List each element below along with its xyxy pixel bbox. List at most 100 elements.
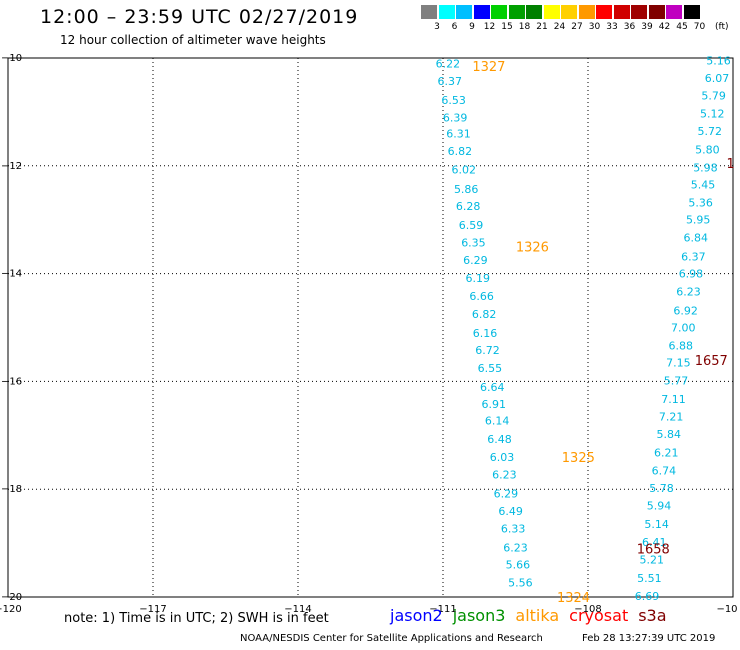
wave-height-value: 5.84 bbox=[656, 428, 681, 441]
wave-height-value: 5.79 bbox=[701, 90, 726, 103]
pass-time-label: 1327 bbox=[472, 60, 505, 75]
legend-label-45: 45 bbox=[676, 22, 688, 32]
lat-tick-label: −16 bbox=[1, 376, 22, 387]
legend-swatch-12 bbox=[473, 5, 490, 19]
legend-label-6: 6 bbox=[451, 22, 458, 32]
satellite-altika: altika bbox=[515, 606, 560, 625]
wave-height-value: 6.66 bbox=[469, 290, 494, 303]
wave-height-value: 6.48 bbox=[487, 433, 512, 446]
legend-label-9: 9 bbox=[469, 22, 475, 32]
wave-height-value: 6.39 bbox=[443, 111, 468, 124]
satellite-key: jason2 jason3 altika cryosat s3a bbox=[390, 606, 677, 625]
legend-swatch-18 bbox=[508, 5, 525, 19]
wave-height-value: 6.37 bbox=[681, 250, 706, 263]
wave-height-value: 6.37 bbox=[438, 75, 463, 88]
wave-height-value: 6.14 bbox=[485, 415, 510, 428]
page-title: 12:00 – 23:59 UTC 02/27/2019 bbox=[40, 6, 359, 28]
legend-swatch-70 bbox=[683, 5, 700, 19]
wave-height-value: 6.82 bbox=[448, 145, 473, 158]
wave-height-value: 6.69 bbox=[635, 590, 660, 603]
legend-label-36: 36 bbox=[623, 22, 636, 32]
wave-height-value: 6.84 bbox=[684, 231, 709, 244]
wave-height-value: 5.86 bbox=[454, 183, 479, 196]
wave-height-value: 7.21 bbox=[659, 410, 684, 423]
legend-swatch-45 bbox=[666, 5, 682, 19]
wave-height-value: 7.00 bbox=[671, 322, 696, 335]
wave-height-value: 5.66 bbox=[506, 559, 531, 572]
legend-label-39: 39 bbox=[641, 22, 653, 32]
wave-height-value: 6.92 bbox=[673, 304, 698, 317]
lat-tick-label: −12 bbox=[1, 161, 22, 172]
wave-height-value: 5.56 bbox=[508, 576, 533, 589]
pass-time-label: 1657 bbox=[695, 354, 728, 369]
pass-time-label: 1324 bbox=[557, 591, 590, 606]
wave-height-value: 6.59 bbox=[459, 219, 484, 232]
legend-swatch-39 bbox=[631, 5, 647, 19]
legend-swatch-30 bbox=[578, 5, 595, 19]
legend-unit: (ft) bbox=[715, 22, 729, 32]
legend-swatch-27 bbox=[561, 5, 577, 19]
wave-height-value: 5.14 bbox=[644, 518, 669, 531]
wave-height-value: 6.31 bbox=[446, 127, 471, 140]
wave-height-value: 6.22 bbox=[436, 57, 461, 70]
map-frame bbox=[7, 57, 734, 598]
wave-height-value: 7.11 bbox=[661, 393, 686, 406]
wave-height-value: 6.55 bbox=[478, 362, 503, 375]
lat-tick-label: −14 bbox=[1, 269, 22, 280]
wave-height-value: 6.64 bbox=[480, 381, 505, 394]
wave-height-value: 6.98 bbox=[679, 268, 704, 281]
lat-tick-label: −18 bbox=[1, 484, 22, 495]
wave-height-value: 5.72 bbox=[698, 125, 723, 138]
legend-label-70: 70 bbox=[693, 22, 706, 32]
wave-height-value: 6.19 bbox=[466, 272, 491, 285]
wave-height-value: 5.16 bbox=[706, 55, 731, 68]
legend-label-12: 12 bbox=[483, 22, 496, 32]
wave-height-value: 6.35 bbox=[461, 236, 486, 249]
wave-height-value: 6.23 bbox=[503, 541, 528, 554]
wave-height-value: 5.77 bbox=[664, 374, 689, 387]
wave-height-value: 6.49 bbox=[498, 505, 523, 518]
legend-swatch-33 bbox=[596, 5, 612, 19]
lon-tick-label: −108 bbox=[574, 604, 601, 615]
wave-height-value: 6.16 bbox=[473, 327, 498, 340]
wave-height-value: 5.12 bbox=[700, 108, 725, 121]
wave-height-value: 5.51 bbox=[637, 572, 662, 585]
legend-swatch-21 bbox=[526, 5, 542, 19]
legend-swatch-42 bbox=[648, 5, 665, 19]
footer-note: note: 1) Time is in UTC; 2) SWH is in fe… bbox=[64, 611, 329, 626]
page-subtitle: 12 hour collection of altimeter wave hei… bbox=[60, 33, 326, 47]
wave-height-value: 5.94 bbox=[647, 499, 672, 512]
wave-height-value: 6.02 bbox=[452, 164, 477, 177]
legend-label-42: 42 bbox=[658, 22, 671, 32]
legend-label-15: 15 bbox=[501, 22, 513, 32]
lon-tick-label: −120 bbox=[0, 604, 22, 615]
legend-label-33: 33 bbox=[606, 22, 618, 32]
wave-height-value: 6.03 bbox=[490, 451, 515, 464]
pass-time-label: 1 bbox=[726, 157, 734, 172]
wave-height-value: 6.28 bbox=[456, 200, 481, 213]
wave-height-value: 6.41 bbox=[642, 536, 667, 549]
wave-height-value: 5.36 bbox=[688, 196, 713, 209]
legend-label-27: 27 bbox=[571, 22, 583, 32]
legend-swatch-9 bbox=[456, 5, 472, 19]
wave-height-value: 6.07 bbox=[705, 72, 730, 85]
legend-label-3: 3 bbox=[434, 22, 440, 32]
lat-tick-label: −20 bbox=[1, 592, 22, 603]
satellite-jason3: jason3 bbox=[452, 606, 506, 625]
wave-height-value: 5.80 bbox=[695, 144, 720, 157]
wave-height-value: 6.23 bbox=[492, 469, 517, 482]
legend-swatch-6 bbox=[438, 5, 455, 19]
wave-height-value: 6.33 bbox=[501, 523, 526, 536]
lat-tick-label: −10 bbox=[1, 53, 22, 64]
wave-height-value: 6.74 bbox=[652, 464, 677, 477]
lon-tick-label: −111 bbox=[429, 604, 456, 615]
satellite-s3a: s3a bbox=[638, 606, 667, 625]
legend-label-24: 24 bbox=[553, 22, 566, 32]
wave-height-value: 6.29 bbox=[494, 488, 519, 501]
credit-line: NOAA/NESDIS Center for Satellite Applica… bbox=[240, 633, 543, 644]
wave-height-value: 5.98 bbox=[693, 161, 718, 174]
legend-label-18: 18 bbox=[518, 22, 531, 32]
lon-tick-label: −117 bbox=[139, 604, 166, 615]
wave-height-value: 6.82 bbox=[472, 308, 497, 321]
